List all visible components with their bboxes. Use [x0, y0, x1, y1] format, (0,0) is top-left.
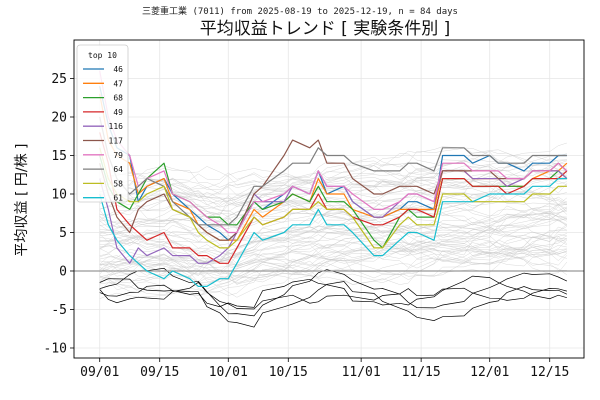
y-tick-label: 0	[59, 264, 67, 279]
background-series-line	[99, 212, 567, 260]
x-tick-label: 11/15	[402, 365, 441, 380]
background-series-line	[99, 233, 567, 285]
x-tick-label: 09/01	[80, 365, 119, 380]
background-series-line	[99, 249, 567, 295]
plot-frame-background	[74, 40, 584, 358]
x-tick-label: 10/15	[269, 365, 308, 380]
legend: top 10 46 47 68 49 116 117 79 64 58 61	[76, 44, 129, 203]
background-series-line	[99, 213, 567, 264]
background-series-line	[99, 212, 568, 264]
legend-label-117: 117	[109, 137, 124, 146]
legend-label-64: 64	[113, 165, 123, 174]
background-series-line	[99, 244, 567, 286]
series-line-79	[99, 70, 568, 234]
background-series	[99, 142, 568, 328]
series-line-61	[99, 178, 567, 287]
y-tick-label: 15	[51, 149, 67, 164]
x-tick-label: 10/01	[209, 365, 248, 380]
series-line-58	[99, 147, 567, 249]
bottom-series-line	[99, 281, 568, 328]
y-tick-label: 25	[51, 72, 67, 87]
bottom-series-line	[99, 275, 567, 308]
y-tick-label: -10	[44, 341, 67, 356]
y-tick-label: 20	[51, 110, 67, 125]
legend-title: top 10	[88, 51, 117, 60]
x-tick-label: 11/01	[342, 365, 381, 380]
x-tick-label: 12/01	[470, 365, 509, 380]
y-axis-ticks: -10 -5 0 5 10 15 20 25	[44, 72, 74, 356]
y-tick-label: 5	[59, 226, 67, 241]
legend-label-47: 47	[113, 79, 123, 88]
y-axis-label: 平均収益 [ 円/株 ]	[14, 144, 30, 257]
chart-suptitle: 三菱重工業 (7011) from 2025-08-19 to 2025-12-…	[142, 5, 458, 17]
background-series-line	[99, 190, 568, 234]
legend-label-116: 116	[109, 122, 124, 131]
background-series-line	[99, 224, 567, 277]
background-series-line	[99, 191, 568, 241]
background-series-line	[99, 189, 567, 231]
x-axis-ticks: 09/01 09/15 10/01 10/15 11/01 11/15 12/01 12/15	[80, 358, 569, 380]
bottom-series-line	[99, 281, 567, 310]
legend-label-49: 49	[113, 108, 123, 117]
x-tick-label: 09/15	[140, 365, 179, 380]
y-tick-label: -5	[51, 303, 67, 318]
chart-title: 平均収益トレンド [ 実験条件別 ]	[200, 19, 450, 39]
plot-area	[73, 39, 585, 359]
legend-label-79: 79	[113, 151, 123, 160]
background-series-line	[99, 210, 567, 260]
background-series-line	[99, 241, 567, 301]
background-series-line	[99, 237, 568, 276]
series-line-49	[99, 132, 568, 264]
background-series-line	[99, 219, 567, 258]
legend-label-68: 68	[113, 94, 123, 103]
background-series-line	[99, 251, 568, 285]
legend-items: 46 47 68 49 116 117 79 64 58 61	[83, 65, 123, 203]
legend-label-61: 61	[113, 194, 123, 203]
background-series-line	[99, 211, 568, 250]
legend-box	[76, 44, 129, 203]
background-series-line	[99, 158, 567, 208]
plot-frame	[73, 39, 585, 359]
y-tick-label: 10	[51, 187, 67, 202]
legend-label-58: 58	[113, 179, 123, 188]
x-tick-label: 12/15	[530, 365, 569, 380]
background-series-line	[99, 226, 568, 262]
legend-label-46: 46	[113, 65, 123, 74]
series-line-64	[99, 116, 567, 226]
top-series	[99, 70, 568, 287]
background-series-line	[99, 227, 567, 282]
